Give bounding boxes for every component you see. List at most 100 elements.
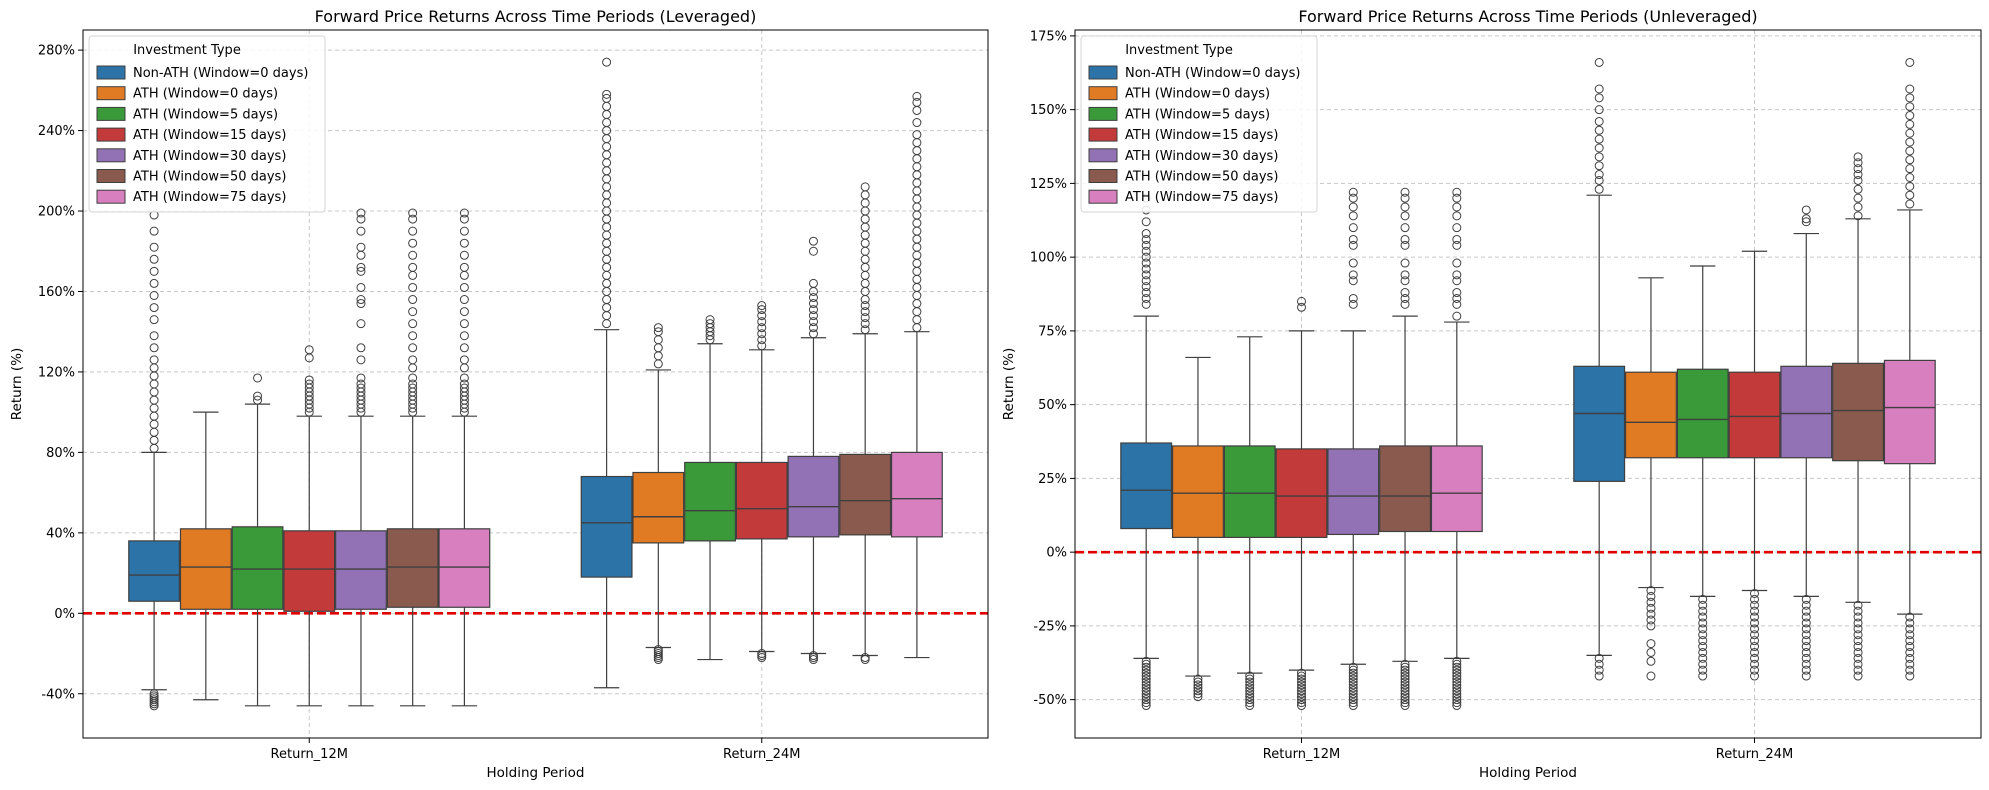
box-ath-window-30-days-return-24m	[787, 236, 840, 665]
outlier-point	[1141, 240, 1151, 250]
outlier-point	[356, 355, 366, 365]
outlier-point	[1452, 270, 1462, 280]
outlier-point	[408, 262, 418, 272]
outlier-point	[1646, 586, 1656, 595]
outlier-point	[1141, 659, 1151, 669]
outlier-point	[602, 319, 612, 329]
outlier-point	[705, 319, 715, 329]
outlier-point	[1245, 671, 1255, 681]
legend-entry-ath-window-0-days: ATH (Window=0 days)	[133, 87, 278, 102]
outlier-point	[356, 319, 366, 329]
outlier-point	[808, 651, 818, 661]
outlier-point	[459, 307, 469, 317]
outlier-point	[1698, 665, 1708, 675]
outlier-point	[1905, 624, 1915, 634]
outlier-point	[1348, 211, 1358, 221]
outlier-point	[705, 315, 715, 325]
outlier-point	[602, 158, 612, 168]
box-ath-window-15-days-return-24m	[735, 301, 788, 663]
outlier-point	[1245, 698, 1255, 708]
outlier-point	[602, 270, 612, 280]
chart-panel-2: Forward Price Returns Across Time Period…	[1001, 7, 1982, 781]
outlier-point	[1905, 659, 1915, 669]
outlier-point	[1400, 288, 1410, 298]
outlier-point	[1594, 143, 1604, 153]
outlier-point	[1297, 296, 1306, 306]
outlier-point	[757, 311, 767, 321]
outlier-point	[757, 317, 767, 327]
outlier-point	[1400, 692, 1410, 702]
outlier-point	[1452, 692, 1462, 702]
box-ath-window-5-days-return-24m	[684, 315, 736, 661]
outlier-point	[1452, 187, 1462, 197]
outlier-point	[253, 373, 263, 383]
outlier-point	[1141, 677, 1151, 687]
outlier-point	[1141, 680, 1151, 690]
legend-title: Investment Type	[133, 43, 241, 58]
outlier-point	[808, 653, 818, 663]
outlier-point	[1905, 137, 1915, 147]
outlier-point	[459, 331, 469, 341]
outlier-point	[1452, 311, 1462, 321]
outlier-point	[408, 331, 418, 341]
axes-frame	[1074, 29, 1982, 739]
legend-swatch	[96, 169, 126, 183]
outlier-point	[1594, 175, 1604, 185]
outlier-point	[1853, 175, 1863, 185]
iqr-box	[1780, 365, 1833, 459]
outlier-point	[912, 105, 922, 115]
outlier-point	[1750, 606, 1759, 616]
outlier-point	[653, 343, 663, 353]
outlier-point	[1348, 276, 1358, 286]
legend-entry-ath-window-30-days: ATH (Window=30 days)	[133, 149, 286, 164]
outlier-point	[912, 97, 922, 107]
outlier-point	[1905, 618, 1915, 628]
outlier-point	[356, 383, 366, 393]
box-ath-window-50-days-return-24m	[1832, 152, 1885, 681]
outlier-point	[1141, 698, 1151, 708]
box-non-ath-window-0-days-return-24m	[580, 57, 633, 689]
x-tick-label: Return_12M	[1263, 747, 1340, 762]
outlier-point	[149, 254, 159, 264]
outlier-point	[1698, 642, 1708, 652]
outlier-point	[1452, 202, 1462, 212]
y-tick-label: 75%	[1038, 324, 1067, 339]
outlier-point	[1141, 683, 1151, 693]
outlier-point	[1348, 701, 1358, 711]
y-axis-label: Return (%)	[1001, 348, 1017, 420]
outlier-point	[408, 295, 418, 305]
outlier-point	[1905, 642, 1915, 652]
outlier-point	[1400, 689, 1410, 699]
y-tick-label: 175%	[1030, 29, 1067, 44]
outlier-point	[459, 295, 469, 305]
outlier-point	[356, 373, 366, 383]
outlier-point	[408, 238, 418, 248]
outlier-point	[1452, 193, 1462, 203]
iqr-box	[1275, 448, 1328, 538]
outlier-point	[757, 329, 767, 339]
legend-frame	[1080, 35, 1318, 213]
y-tick-label: 50%	[1038, 398, 1067, 413]
outlier-point	[653, 335, 663, 345]
outlier-point	[1750, 659, 1759, 669]
outlier-point	[1698, 624, 1708, 634]
outlier-point	[1853, 618, 1863, 628]
outlier-point	[757, 649, 767, 659]
outlier-point	[1853, 158, 1863, 168]
outlier-point	[1646, 615, 1656, 625]
outlier-point	[602, 134, 612, 144]
outlier-point	[459, 355, 469, 365]
outlier-point	[408, 214, 418, 224]
outlier-point	[149, 303, 159, 313]
outlier-point	[1348, 683, 1358, 693]
outlier-point	[808, 305, 818, 315]
outlier-point	[1348, 665, 1358, 675]
outlier-point	[1141, 689, 1151, 699]
outlier-point	[912, 118, 922, 128]
legend-swatch	[96, 65, 126, 80]
outlier-point	[912, 323, 922, 333]
outlier-point	[149, 266, 159, 276]
outlier-point	[1594, 105, 1604, 115]
outlier-point	[912, 266, 922, 276]
outlier-point	[459, 319, 469, 329]
